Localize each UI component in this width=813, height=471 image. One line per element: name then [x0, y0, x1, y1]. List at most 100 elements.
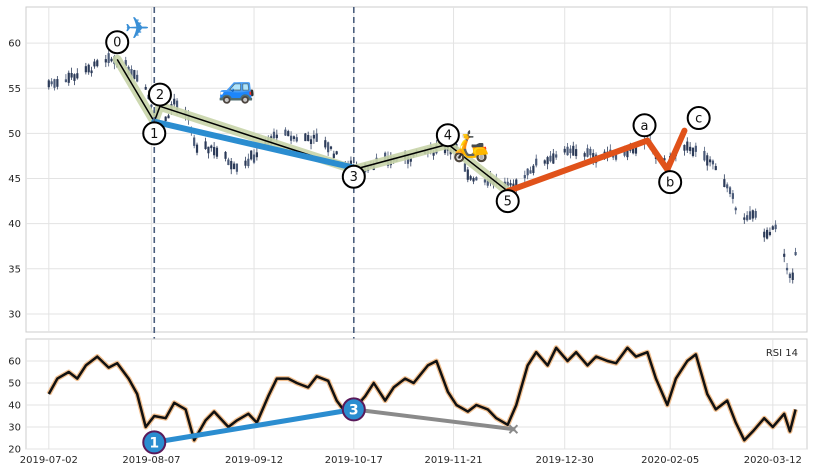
- rsi-marker-label-1: 1: [149, 435, 159, 451]
- candle-body: [432, 152, 435, 156]
- wave-label-circle: [147, 82, 172, 107]
- candle-body: [714, 166, 717, 171]
- candle-body: [167, 115, 170, 119]
- candle-body: [788, 273, 791, 279]
- candle-body: [213, 146, 216, 156]
- candle-body: [626, 148, 629, 158]
- x-axis-ticks: 2019-07-02 2019-08-07 2019-09-12 2019-10-17…: [20, 455, 802, 466]
- x-tick-label: 2019-08-07: [122, 455, 180, 466]
- wave-label-5: 5: [504, 195, 512, 210]
- price-y-tick-label: 30: [8, 309, 21, 320]
- candle-body: [193, 137, 196, 146]
- x-tick-label: 2019-11-21: [424, 455, 482, 466]
- candle-body: [136, 74, 139, 82]
- candle-body: [247, 158, 250, 167]
- candle-body: [144, 86, 147, 90]
- wave-label-circle: [435, 123, 460, 148]
- rsi-line: [46, 345, 799, 443]
- price-y-tick-label: 35: [8, 264, 21, 275]
- wave-trendline: [151, 118, 357, 171]
- price-y-tick-label: 55: [8, 84, 21, 95]
- candle-body: [506, 181, 509, 188]
- candle-body: [583, 153, 586, 157]
- candle-body: [791, 272, 794, 280]
- candle-body: [107, 53, 110, 63]
- rsi-marker-label-3: 3: [349, 402, 359, 418]
- wave-label-circle: [142, 121, 167, 146]
- candle-body: [50, 81, 53, 85]
- rsi-y-tick-label: 30: [8, 423, 21, 434]
- price-y-tick-label: 60: [8, 39, 21, 50]
- candle-body: [623, 148, 626, 156]
- candle-body: [768, 231, 772, 236]
- candle-body: [93, 61, 96, 67]
- candle-body: [475, 177, 478, 181]
- candle-body: [463, 163, 467, 172]
- candle-body: [64, 79, 68, 82]
- candle-body: [204, 141, 207, 149]
- candle-body: [774, 224, 777, 230]
- wave-label-c: c: [695, 112, 702, 127]
- candle-body: [555, 154, 558, 158]
- wave-label-0: 0: [113, 36, 121, 51]
- price-y-tick-label: 50: [8, 129, 21, 140]
- candle-body: [469, 176, 472, 180]
- candle-body: [694, 145, 697, 152]
- candle-body: [130, 68, 133, 77]
- wave-label-2: 2: [156, 88, 164, 103]
- rsi-y-tick-label: 20: [8, 445, 21, 456]
- candle-body: [133, 70, 136, 80]
- price-y-tick-label: 45: [8, 174, 21, 185]
- candle-body: [529, 170, 532, 174]
- candle-body: [96, 60, 99, 67]
- candle-body: [535, 158, 538, 166]
- candle-body: [563, 148, 566, 153]
- candle-body: [324, 140, 327, 148]
- wave-label-b: b: [666, 176, 674, 191]
- candle-body: [304, 133, 307, 142]
- candle-body: [728, 187, 732, 194]
- wave-label-circle: [495, 189, 520, 214]
- candle-body: [252, 154, 256, 163]
- candle-body: [486, 178, 489, 186]
- candle-body: [332, 153, 335, 158]
- candle-body: [230, 161, 233, 170]
- candle-body: [312, 134, 315, 139]
- candle-body: [195, 144, 199, 153]
- wave-label-circle: [686, 106, 711, 131]
- candle-body: [575, 149, 578, 157]
- candle-body: [754, 211, 757, 218]
- candle-body: [691, 147, 695, 156]
- candle-body: [329, 146, 333, 149]
- candle-body: [569, 148, 572, 154]
- candle-body: [743, 217, 746, 220]
- x-tick-label: 2020-03-12: [744, 455, 802, 466]
- x-tick-label: 2019-10-17: [325, 455, 383, 466]
- candle-body: [549, 155, 552, 162]
- candle-body: [295, 137, 298, 142]
- candle-body: [663, 158, 666, 161]
- rsi-y-tick-label: 40: [8, 401, 21, 412]
- candle-body: [794, 252, 797, 256]
- wave-label-1: 1: [150, 127, 158, 142]
- candle-body: [164, 116, 167, 122]
- candle-body: [73, 74, 76, 81]
- candle-body: [307, 135, 310, 141]
- wave-label-circle: [658, 170, 683, 195]
- x-tick-label: 2019-09-12: [225, 455, 283, 466]
- candle-body: [87, 64, 90, 73]
- candle-body: [572, 145, 575, 156]
- candle-body: [175, 100, 179, 111]
- candle-body: [586, 148, 589, 157]
- candle-body: [771, 226, 774, 230]
- candle-body: [632, 145, 635, 154]
- candle-body: [124, 60, 127, 67]
- candle-body: [210, 145, 213, 149]
- wave-label-a: a: [641, 119, 649, 134]
- candle-body: [272, 131, 276, 139]
- price-y-ticks: 30 35 40 45 50 55 60: [8, 39, 21, 321]
- price-y-tick-label: 40: [8, 219, 21, 230]
- candle-body: [765, 229, 769, 239]
- corrective-wave-line: [504, 127, 688, 195]
